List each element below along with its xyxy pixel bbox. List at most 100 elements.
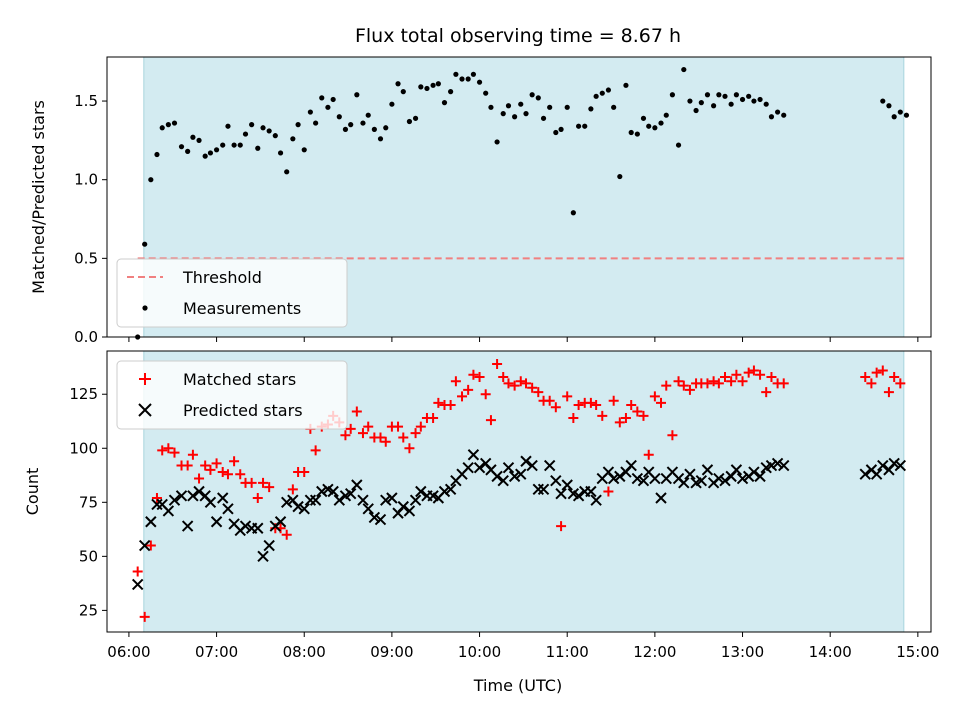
matched-stars-point [246,477,257,488]
measurement-point [494,139,500,145]
legend-measurement-swatch [142,305,148,311]
predicted-stars-point [298,503,310,515]
legend-label: Matched stars [183,370,296,389]
matched-stars-point [345,423,356,434]
measurement-point [330,96,336,103]
matched-stars-point [252,492,263,503]
matched-stars-point [393,421,404,432]
measurement-point [570,210,576,216]
matched-stars-point [310,445,321,456]
predicted-stars-point [491,470,503,483]
measurement-point [512,114,518,120]
measurement-point [658,120,664,126]
matched-stars-point [428,413,439,424]
matched-stars-point [591,400,602,411]
predicted-stars-point [145,516,157,528]
x-tick-label: 11:00 [546,643,589,661]
measurement-point [774,109,781,115]
predicted-stars-point [590,494,602,506]
measurement-point [441,100,448,106]
matched-stars-point [620,413,631,424]
measurement-point [371,126,377,132]
matched-stars-point [656,397,667,408]
measurement-point [576,123,582,129]
matched-stars-point [860,371,871,382]
measurement-point [722,93,728,99]
measurement-point [418,84,424,90]
matched-stars-point [468,369,479,380]
predicted-stars-point [719,474,731,487]
measurement-point [148,177,154,183]
predicted-stars-point [859,468,871,480]
measurement-point [693,107,699,114]
predicted-stars-point [520,455,532,467]
x-tick-label: 10:00 [458,643,501,661]
count-panel: 25 50 75 100 125 06:00 07:00 08:00 09:00 10:00 11:… [69,350,939,661]
predicted-stars-point [252,522,264,534]
y-tick-label: 100 [69,439,98,457]
measurement-point [728,101,734,107]
measurement-point [383,125,389,131]
measurement-point [202,153,208,159]
predicted-stars-point [625,459,637,472]
measurement-point [249,122,255,128]
measurement-point [185,148,191,154]
predicted-stars-point [280,496,293,509]
matched-stars-point [211,458,222,469]
matched-stars-point [748,365,759,376]
axes-frame [106,56,932,338]
matched-stars-point [351,406,362,417]
y-tick-label: 50 [79,547,98,565]
matched-stars-point [708,376,719,387]
measurement-point [459,76,465,82]
matched-stars-point [492,358,503,369]
matched-stars-point [527,382,538,393]
measurement-point [687,98,693,104]
measurement-point [880,98,886,104]
matched-stars-point [503,378,514,389]
matched-stars-point [194,473,205,484]
predicted-stars-point [239,520,252,532]
measurement-point [652,125,658,131]
measurement-point [746,93,752,99]
predicted-stars-point [614,470,626,483]
matched-stars-point [474,371,485,382]
predicted-stars-point [637,474,650,487]
matched-stars-point [702,378,713,389]
matched-stars-point [415,421,426,432]
predicted-stars-point [222,503,234,515]
predicted-stars-point [138,539,151,552]
matched-stars-point [889,371,900,382]
matched-stars-point [684,384,695,395]
predicted-stars-point [467,449,480,461]
matched-stars-point [281,529,292,540]
measurement-point [165,122,171,128]
measurement-point [336,114,342,120]
matched-stars-point [363,421,374,432]
x-axis-label: Time (UTC) [473,676,562,695]
measurement-point [295,122,301,128]
measurement-point [465,76,471,82]
x-tick-label: 07:00 [195,643,238,661]
matched-stars-point [649,391,660,402]
measurement-point [354,92,360,98]
predicted-stars-point [684,468,696,480]
matched-stars-point [222,469,233,480]
matched-stars-point [632,406,643,417]
matched-stars-point [515,376,526,387]
measurement-point [342,126,349,132]
measurement-point [196,137,202,143]
measurement-point [751,98,757,104]
predicted-stars-point [131,578,144,591]
matched-stars-point [550,402,561,413]
matched-stars-point [626,400,637,411]
predicted-stars-point [508,470,521,483]
measurement-point [553,129,559,136]
matched-stars-point [299,467,310,478]
matched-stars-point [340,430,351,441]
matched-stars-point [678,380,689,391]
matched-stars-point [485,415,496,426]
predicted-stars-point [327,485,339,498]
predicted-stars-point [877,459,889,472]
matched-stars-point [608,395,619,406]
